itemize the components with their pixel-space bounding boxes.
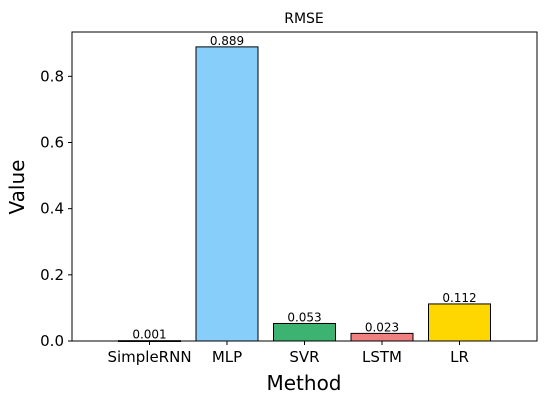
plot-frame [71,31,538,342]
bars-layer [118,46,491,342]
bar-value-label: 0.889 [210,34,244,48]
x-axis-label: Method [266,371,341,395]
y-tick-label: 0.2 [40,266,64,284]
y-axis-label: Value [5,160,29,215]
bar-value-label: 0.053 [287,310,321,324]
x-tick-label: LR [450,348,469,366]
bar-value-label: 0.023 [365,320,399,334]
x-tick-label: MLP [212,348,242,366]
bar-mlp [195,46,259,342]
value-labels-layer: 0.001 0.889 0.053 0.023 0.112 [132,34,476,342]
bar-lstm [350,332,414,342]
x-axis-ticks: SimpleRNN MLP SVR LSTM LR [107,341,469,366]
bar-value-label: 0.112 [442,291,476,305]
y-tick-label: 0.0 [40,332,64,350]
x-tick-label: SVR [289,348,319,366]
y-axis-ticks: 0.0 0.2 0.4 0.6 0.8 [40,67,72,350]
bar-value-label: 0.001 [132,328,166,342]
bar-lr [428,303,491,342]
chart-title: RMSE [284,11,324,27]
y-tick-label: 0.6 [40,133,64,151]
x-tick-label: SimpleRNN [107,348,191,366]
y-tick-label: 0.8 [40,67,64,85]
y-tick-label: 0.4 [40,200,64,218]
x-tick-label: LSTM [362,348,402,366]
bar-svr [273,322,336,342]
